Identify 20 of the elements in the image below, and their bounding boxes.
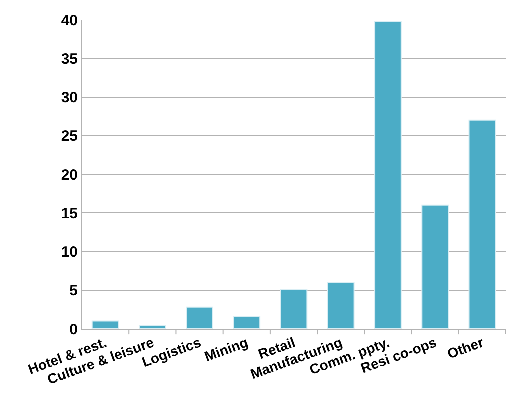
bar [138,325,166,329]
x-tick-label: Mining [202,334,250,365]
bar [280,289,308,329]
y-tick-label: 10 [61,244,78,261]
y-tick-label: 25 [61,128,78,146]
y-tick-label: 30 [61,90,78,106]
bar [374,21,402,329]
bar [327,282,355,329]
y-tick-label: 20 [61,166,78,184]
y-tick-label: 40 [61,12,78,30]
y-tick-label: 15 [61,205,78,222]
bar [186,306,214,329]
bar [468,120,496,329]
y-tick-label: 0 [70,321,78,338]
bar [422,204,450,329]
bar [92,320,120,329]
y-tick-label: 35 [61,50,78,68]
bar [233,316,261,329]
y-tick-label: 5 [70,282,78,300]
x-tick-label: Other [445,334,486,362]
